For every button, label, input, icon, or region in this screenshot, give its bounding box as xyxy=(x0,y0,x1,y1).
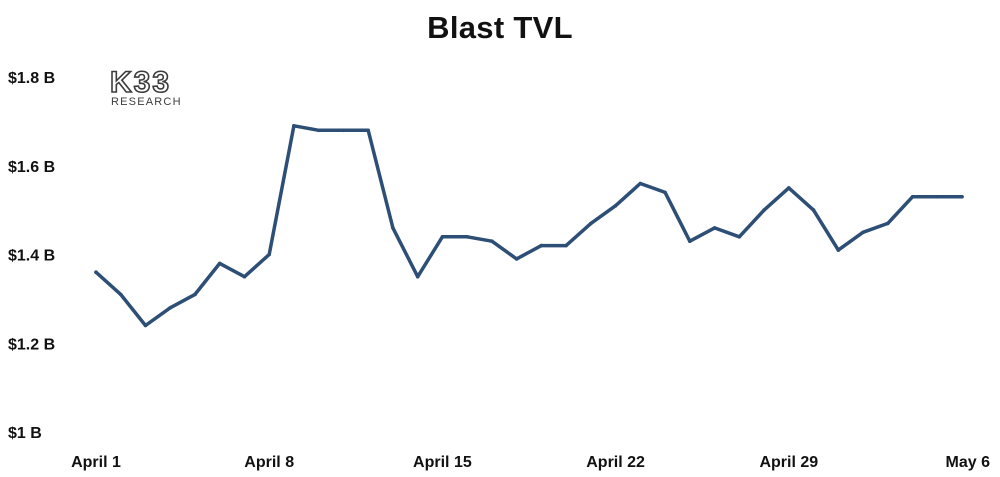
data-point xyxy=(564,243,568,248)
data-point xyxy=(762,208,766,212)
data-point xyxy=(292,124,296,128)
data-point xyxy=(267,252,272,257)
x-tick-label: April 8 xyxy=(244,454,294,471)
k33-research-logo: K33 RESEARCH xyxy=(109,65,182,108)
data-point xyxy=(811,208,816,212)
data-point xyxy=(688,239,692,243)
data-point xyxy=(836,248,841,252)
y-tick-label: $1 B xyxy=(8,425,42,442)
data-point xyxy=(861,230,865,235)
data-point xyxy=(366,128,371,133)
data-point xyxy=(935,195,940,199)
data-point xyxy=(960,195,964,199)
data-point xyxy=(886,221,890,226)
x-tick-label: April 22 xyxy=(586,454,645,471)
data-point xyxy=(514,257,519,261)
data-point xyxy=(465,235,469,239)
series-line xyxy=(94,124,964,328)
data-point xyxy=(712,226,717,230)
y-axis-ticks: $1 B $1.2 B $1.4 B $1.6 B $1.8 B xyxy=(8,70,55,442)
data-point xyxy=(787,186,791,190)
y-tick-label: $1.6 B xyxy=(8,159,55,176)
x-tick-label: May 6 xyxy=(946,454,991,471)
data-point xyxy=(539,243,544,248)
data-point xyxy=(589,221,593,226)
x-axis-ticks: April 1 April 8 April 15 April 22 April 29 Ma… xyxy=(71,454,990,471)
logo-main-text: K33 xyxy=(110,66,171,99)
data-point xyxy=(341,128,346,133)
data-point xyxy=(737,235,742,239)
data-point xyxy=(391,226,395,230)
data-point xyxy=(638,181,643,186)
x-tick-label: April 1 xyxy=(71,454,121,471)
data-point xyxy=(94,270,98,275)
x-tick-label: April 29 xyxy=(759,454,818,471)
data-point xyxy=(143,323,148,328)
y-tick-label: $1.4 B xyxy=(8,248,55,265)
data-point xyxy=(316,128,321,133)
chart-title: Blast TVL xyxy=(427,10,573,45)
data-point xyxy=(193,292,197,297)
data-point xyxy=(663,190,667,195)
data-point xyxy=(440,235,445,239)
y-tick-label: $1.8 B xyxy=(8,70,55,87)
data-point xyxy=(490,239,494,243)
x-tick-label: April 15 xyxy=(413,454,472,471)
data-point xyxy=(168,306,172,310)
y-tick-label: $1.2 B xyxy=(8,336,55,353)
data-point xyxy=(613,203,618,208)
data-point xyxy=(217,261,222,266)
logo-sub-text: RESEARCH xyxy=(111,96,182,108)
data-point xyxy=(415,274,420,279)
data-point xyxy=(910,195,915,199)
data-point xyxy=(118,292,123,297)
series-group xyxy=(94,124,964,328)
data-point xyxy=(242,274,247,279)
